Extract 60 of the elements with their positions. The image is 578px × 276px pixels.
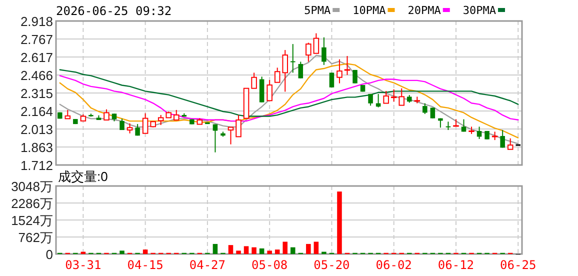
candlestick [329, 72, 334, 88]
candlestick [430, 107, 436, 119]
y-tick-label: 2.918 [20, 14, 53, 29]
candlestick [298, 61, 304, 79]
y-tick-label: 3048万 [11, 179, 53, 194]
legend-label: 10PMA [352, 4, 386, 17]
x-tick-label: 06-25 [500, 258, 536, 272]
candlestick [344, 55, 350, 76]
legend-label: 20PMA [408, 4, 442, 17]
candlestick [422, 102, 428, 115]
bar [142, 250, 148, 254]
x-tick-label: 05-20 [314, 258, 350, 272]
bar [228, 245, 234, 254]
legend-label: 30PMA [462, 4, 496, 17]
line-series [59, 63, 519, 138]
candlestick [446, 121, 451, 131]
candlestick [476, 126, 482, 140]
x-tick-label: 03-31 [65, 258, 102, 272]
bar [212, 244, 218, 254]
bar [236, 250, 241, 254]
bar [120, 250, 124, 254]
bar [267, 250, 272, 254]
y-tick-label: 2.013 [20, 122, 53, 138]
line-series [59, 69, 519, 117]
x-tick-label: 04-15 [127, 258, 164, 272]
y-tick-label: 0 [46, 247, 53, 262]
y-tick-label: 1.863 [20, 140, 53, 155]
y-tick-label: 2.164 [20, 104, 53, 120]
x-tick-label: 06-02 [376, 258, 412, 272]
bar [274, 250, 280, 254]
candlestick [259, 76, 264, 103]
x-tick-label: 04-27 [189, 258, 226, 272]
y-tick-label: 1524万 [11, 213, 53, 228]
bar [244, 246, 249, 254]
y-tick-label: 1.712 [20, 158, 53, 173]
bar [252, 247, 256, 254]
candlestick [322, 36, 326, 66]
bar [337, 192, 342, 254]
y-tick-label: 2.617 [20, 50, 53, 65]
bar [290, 247, 296, 254]
y-tick-label: 2.466 [20, 68, 53, 83]
candlestick [461, 118, 466, 132]
x-tick-label: 06-12 [438, 258, 474, 272]
x-tick-label: 05-08 [252, 258, 288, 272]
bar [314, 242, 319, 254]
candlestick [336, 58, 342, 84]
y-tick-label: 762万 [18, 230, 53, 245]
legend-label: 5PMA [304, 4, 331, 17]
candlestick [282, 50, 288, 92]
candlestick [290, 44, 296, 74]
y-tick-label: 2.315 [20, 86, 53, 101]
y-tick-label: 2.767 [20, 32, 53, 48]
bar [306, 244, 311, 254]
bar [259, 248, 264, 254]
chart-subtitle: 2026-06-25 09:32 [56, 4, 172, 18]
bar [282, 242, 288, 254]
y-tick-label: 2286万 [11, 196, 53, 211]
candlestick [352, 69, 358, 84]
candlestick [500, 130, 505, 148]
chart-title: 成交量:0 [58, 169, 108, 184]
